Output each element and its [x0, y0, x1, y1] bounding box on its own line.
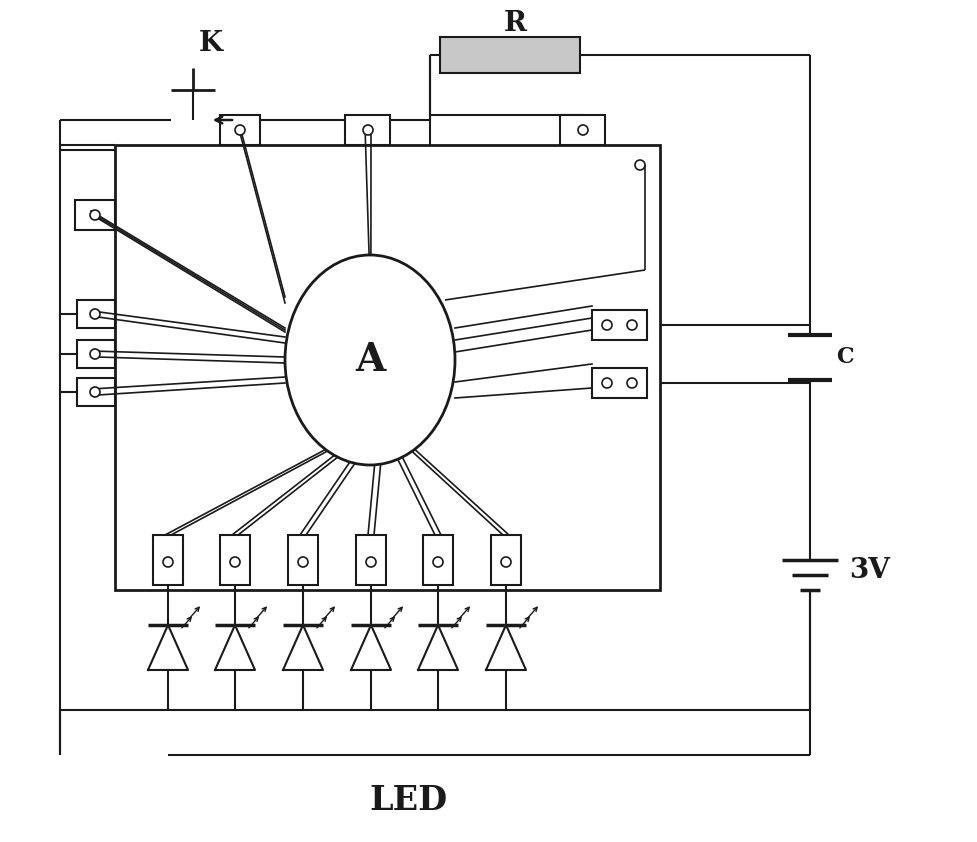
Bar: [77, 300, 115, 328]
Bar: [220, 535, 250, 585]
Circle shape: [501, 557, 511, 567]
Bar: [345, 115, 390, 145]
Bar: [153, 535, 183, 585]
Text: R: R: [503, 9, 527, 36]
Circle shape: [366, 557, 376, 567]
Bar: [356, 535, 386, 585]
Bar: [77, 378, 115, 406]
Bar: [288, 535, 318, 585]
Text: LED: LED: [369, 784, 447, 817]
Polygon shape: [215, 625, 255, 670]
Circle shape: [635, 160, 645, 170]
Circle shape: [163, 557, 173, 567]
Text: K: K: [199, 29, 223, 56]
Circle shape: [90, 349, 100, 359]
Circle shape: [602, 320, 612, 330]
Bar: [220, 115, 260, 145]
Text: A: A: [355, 341, 385, 379]
Bar: [440, 37, 580, 73]
Bar: [115, 145, 660, 590]
Circle shape: [90, 387, 100, 397]
Circle shape: [235, 125, 245, 135]
Bar: [560, 115, 605, 145]
Bar: [423, 535, 453, 585]
Polygon shape: [351, 625, 391, 670]
Polygon shape: [283, 625, 323, 670]
Polygon shape: [418, 625, 458, 670]
Circle shape: [230, 557, 240, 567]
Polygon shape: [486, 625, 526, 670]
Circle shape: [602, 378, 612, 388]
Polygon shape: [148, 625, 188, 670]
Bar: [592, 368, 647, 398]
Circle shape: [627, 320, 637, 330]
Bar: [75, 200, 115, 230]
Bar: [491, 535, 521, 585]
Circle shape: [90, 309, 100, 319]
Text: 3V: 3V: [850, 557, 890, 584]
Ellipse shape: [285, 255, 455, 465]
Bar: [77, 340, 115, 368]
Circle shape: [578, 125, 588, 135]
Circle shape: [90, 210, 100, 220]
Circle shape: [627, 378, 637, 388]
Bar: [592, 310, 647, 340]
Circle shape: [433, 557, 443, 567]
Circle shape: [363, 125, 373, 135]
Text: C: C: [836, 346, 854, 368]
Circle shape: [298, 557, 308, 567]
